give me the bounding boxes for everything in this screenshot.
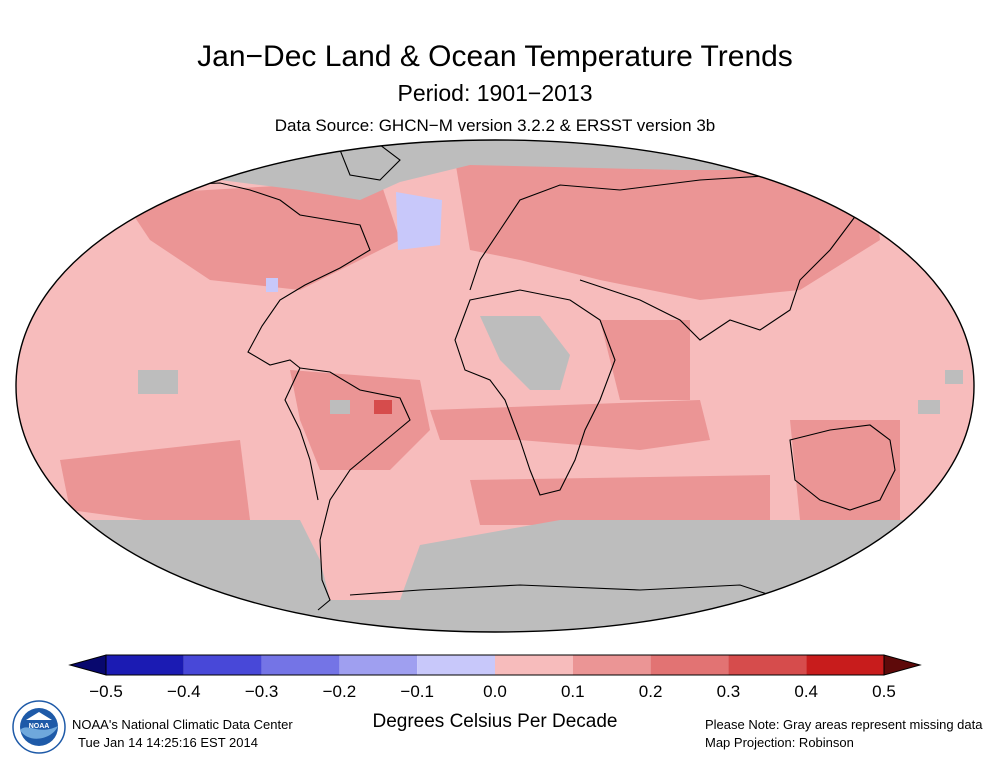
colorbar-tick-label: −0.1 <box>400 682 434 701</box>
map-subtitle: Period: 1901−2013 <box>397 80 593 106</box>
noaa-logo-text: NOAA <box>29 723 50 730</box>
region-australia <box>790 420 900 520</box>
colorbar-tick-label: 0.2 <box>638 682 663 701</box>
noaa-logo: NOAA <box>12 700 66 754</box>
footer-timestamp: Tue Jan 14 14:25:16 EST 2014 <box>78 735 258 750</box>
colorbar-tick-label: −0.5 <box>89 682 123 701</box>
colorbar-tick-label: −0.3 <box>244 682 279 701</box>
region-high-trend <box>374 400 392 414</box>
coast-south-america-west <box>284 367 319 501</box>
colorbar-bin <box>339 655 418 675</box>
region-southeast-us-cooling <box>266 278 278 292</box>
region-north-atlantic-cooling <box>396 192 442 250</box>
colorbar-tick-label: −0.2 <box>322 682 357 701</box>
colorbar-tick-label: 0.5 <box>872 682 896 701</box>
region-south-pacific <box>60 440 250 525</box>
projection-note: Map Projection: Robinson <box>705 735 854 750</box>
colorbar-bin <box>417 655 495 675</box>
region-pacific-missing <box>138 370 178 394</box>
region-amazon-missing <box>330 400 350 414</box>
colorbar-high-arrow <box>883 654 922 676</box>
colorbar <box>68 654 922 676</box>
colorbar-tick-label: 0.0 <box>483 682 507 701</box>
colorbar-bin <box>806 655 884 675</box>
colorbar-bin <box>183 655 262 675</box>
colorbar-frame <box>105 654 885 676</box>
region-southern-indian <box>470 475 770 525</box>
region-eurasia <box>455 160 880 300</box>
region-central-africa-missing <box>480 316 570 390</box>
coast-north-america <box>139 182 371 369</box>
colorbar-tick-label: 0.1 <box>560 682 585 701</box>
coastlines <box>139 144 896 611</box>
cooling-regions <box>266 192 442 292</box>
colorbar-bin <box>106 655 184 675</box>
data-source: Data Source: GHCN−M version 3.2.2 & ERSS… <box>274 116 716 135</box>
region-far-pacific-missing <box>945 370 963 384</box>
map-title: Jan−Dec Land & Ocean Temperature Trends <box>197 40 793 73</box>
colorbar-bin <box>261 655 340 675</box>
globe-outline <box>15 139 975 633</box>
region-arabian-sea <box>600 320 690 400</box>
coast-antarctica <box>349 584 801 606</box>
colorbar-units-label: Degrees Celsius Per Decade <box>372 711 618 732</box>
coast-africa <box>454 289 616 496</box>
missing-data-note: Please Note: Gray areas represent missin… <box>705 717 983 732</box>
coast-australia <box>789 424 896 511</box>
colorbar-bin <box>728 655 807 675</box>
coast-eurasia <box>469 174 861 341</box>
colorbar-bin <box>495 655 573 675</box>
colorbar-tick-label: −0.4 <box>167 682 201 701</box>
colorbar-tick-label: 0.4 <box>794 682 818 701</box>
colorbar-bin <box>572 655 651 675</box>
colorbar-bin <box>650 655 729 675</box>
footer-org: NOAA's National Climatic Data Center <box>72 717 293 732</box>
region-north-america <box>120 180 400 290</box>
region-south-atlantic-indian <box>430 400 710 450</box>
region-antarctica-missing <box>16 520 974 632</box>
colorbar-low-arrow <box>68 654 107 676</box>
region-east-pacific-missing <box>918 400 940 414</box>
warm-trend-regions <box>60 160 900 525</box>
colorbar-tick-label: 0.3 <box>716 682 741 701</box>
coast-south-america <box>299 367 411 611</box>
region-south-america <box>290 370 430 470</box>
